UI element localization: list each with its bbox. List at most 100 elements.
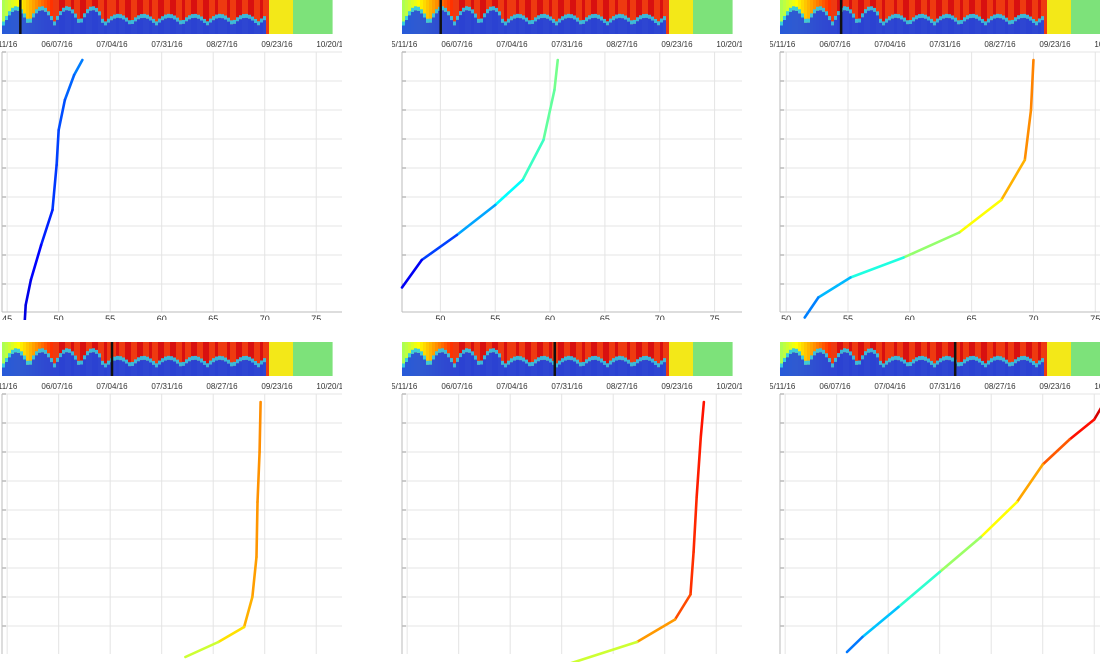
heatmap-cold-layer bbox=[242, 18, 246, 34]
profile-segment bbox=[1000, 158, 1027, 202]
heatmap-thermocline bbox=[936, 360, 940, 365]
heatmap-column bbox=[675, 0, 679, 34]
heatmap-cold-layer bbox=[939, 20, 943, 34]
heatmap-thermocline bbox=[164, 14, 168, 19]
heatmap-thermocline bbox=[522, 15, 526, 20]
heatmap-cold-layer bbox=[152, 22, 156, 34]
heatmap-thermocline bbox=[5, 15, 9, 20]
profile-segment bbox=[861, 605, 900, 639]
heatmap-thermocline bbox=[423, 13, 427, 18]
heatmap-column bbox=[711, 342, 715, 376]
heatmap-thermocline bbox=[14, 6, 18, 11]
heatmap-cold-layer bbox=[408, 15, 412, 34]
heatmap-column bbox=[326, 0, 330, 34]
x-tick-label: 55 bbox=[490, 314, 500, 320]
heatmap-thermocline bbox=[161, 16, 165, 21]
heatmap-cold-layer bbox=[606, 25, 610, 34]
date-tick-label: 07/04/16 bbox=[496, 40, 528, 49]
heatmap-cold-layer bbox=[227, 363, 231, 376]
heatmap-column bbox=[176, 0, 180, 34]
heatmap-cold-layer bbox=[402, 25, 406, 34]
heatmap-column bbox=[534, 0, 538, 34]
heatmap-column bbox=[426, 0, 430, 34]
heatmap-cold-layer bbox=[1023, 359, 1027, 376]
heatmap-thermocline bbox=[483, 355, 487, 360]
heatmap-thermocline bbox=[648, 14, 652, 19]
heatmap-cold-layer bbox=[660, 364, 664, 376]
heatmap-cold-layer bbox=[224, 361, 228, 376]
heatmap-cold-layer bbox=[825, 15, 829, 34]
heatmap-thermocline bbox=[489, 348, 493, 353]
heatmap-column bbox=[693, 0, 697, 34]
heatmap-cold-layer bbox=[1041, 20, 1045, 34]
heatmap-column bbox=[230, 0, 234, 34]
heatmap-cold-layer bbox=[471, 13, 475, 34]
heatmap-column bbox=[323, 0, 327, 34]
heatmap-cold-layer bbox=[86, 355, 90, 376]
heatmap-cold-layer bbox=[68, 10, 72, 35]
heatmap-thermocline bbox=[44, 349, 48, 354]
heatmap-cold-layer bbox=[555, 367, 559, 376]
heatmap-thermocline bbox=[1041, 16, 1045, 21]
heatmap-column bbox=[284, 0, 288, 34]
heatmap-thermocline bbox=[29, 360, 33, 365]
heatmap-column bbox=[693, 342, 697, 376]
heatmap-thermocline bbox=[435, 351, 439, 356]
heatmap-column bbox=[660, 0, 664, 34]
heatmap-column bbox=[666, 0, 670, 34]
heatmap-thermocline bbox=[260, 360, 264, 365]
heatmap-thermocline bbox=[570, 356, 574, 361]
heatmap-cold-layer bbox=[429, 22, 433, 34]
heatmap-cold-layer bbox=[402, 367, 406, 376]
profile-segment bbox=[817, 276, 852, 299]
heatmap-column bbox=[125, 342, 129, 376]
heatmap-thermocline bbox=[639, 357, 643, 362]
heatmap-thermocline bbox=[876, 353, 880, 358]
date-tick-label: 06/07/16 bbox=[819, 382, 851, 391]
heatmap-column bbox=[302, 0, 306, 34]
heatmap-column bbox=[101, 342, 105, 376]
heatmap-column bbox=[714, 342, 718, 376]
heatmap-thermocline bbox=[501, 18, 505, 23]
heatmap-cold-layer bbox=[146, 360, 150, 376]
heatmap-column bbox=[158, 342, 162, 376]
heatmap-cold-layer bbox=[546, 360, 550, 376]
heatmap-cold-layer bbox=[552, 22, 556, 34]
heatmap-column bbox=[1098, 342, 1100, 376]
heatmap-thermocline bbox=[882, 363, 886, 368]
heatmap-cold-layer bbox=[600, 362, 604, 376]
heatmap-thermocline bbox=[1011, 19, 1015, 24]
heatmap-thermocline bbox=[618, 13, 622, 18]
heatmap-thermocline bbox=[966, 357, 970, 362]
heatmap-thermocline bbox=[942, 14, 946, 19]
heatmap-column bbox=[287, 342, 291, 376]
heatmap-column bbox=[453, 342, 457, 376]
x-tick-label: 60 bbox=[545, 314, 555, 320]
heatmap-cold-layer bbox=[197, 18, 201, 34]
heatmap-cold-layer bbox=[981, 22, 985, 34]
heatmap-thermocline bbox=[561, 358, 565, 363]
heatmap-column bbox=[696, 342, 700, 376]
heatmap-thermocline bbox=[867, 348, 871, 353]
heatmap-thermocline bbox=[849, 351, 853, 356]
heatmap-thermocline bbox=[224, 15, 228, 20]
heatmap-cold-layer bbox=[570, 18, 574, 34]
heatmap-thermocline bbox=[146, 356, 150, 361]
heatmap-cold-layer bbox=[98, 15, 102, 34]
heatmap-column bbox=[182, 342, 186, 376]
grid bbox=[401, 51, 742, 312]
profile-panel-bottom-middle: 05/11/16 06/07/16 07/04/16 07/31/16 08/27/16… bbox=[392, 342, 742, 662]
heatmap-cold-layer bbox=[882, 367, 886, 376]
heatmap-cold-layer bbox=[1011, 365, 1015, 376]
heatmap-thermocline bbox=[209, 18, 213, 23]
heatmap-thermocline bbox=[95, 7, 99, 12]
heatmap-column bbox=[576, 342, 580, 376]
heatmap-column bbox=[858, 0, 862, 34]
heatmap-thermocline bbox=[1041, 358, 1045, 363]
x-tick-label: 75 bbox=[1090, 314, 1100, 320]
profile-segment bbox=[695, 435, 703, 499]
heatmap-thermocline bbox=[465, 6, 469, 11]
heatmap-thermocline bbox=[405, 15, 409, 20]
heatmap-cold-layer bbox=[873, 353, 877, 376]
heatmap-cold-layer bbox=[203, 364, 207, 376]
